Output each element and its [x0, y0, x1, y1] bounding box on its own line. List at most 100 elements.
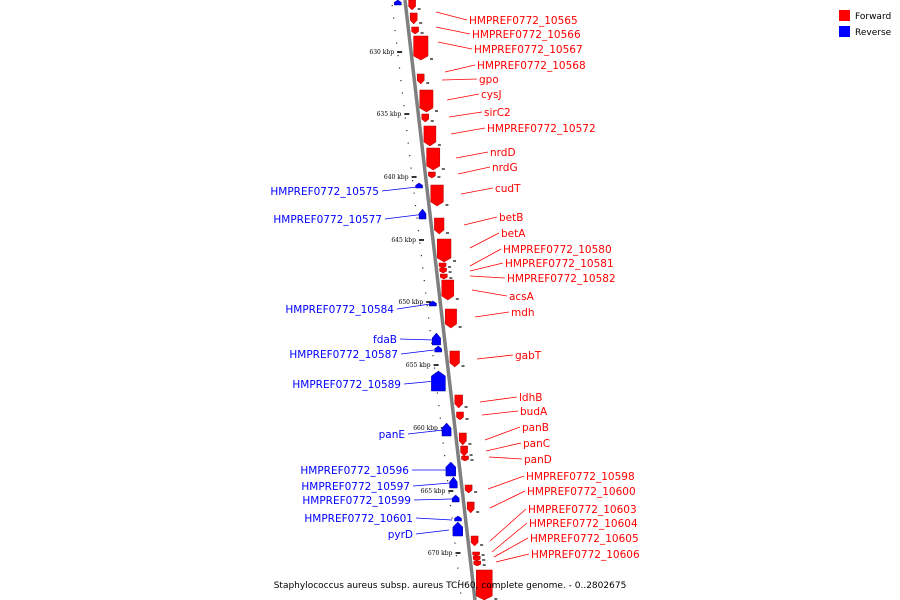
reverse-gene-glyphs [394, 0, 463, 537]
forward-gene-glyph [444, 308, 457, 329]
forward-gene-glyph [416, 73, 425, 85]
axis-dot [391, 5, 393, 7]
axis-dot [426, 305, 428, 307]
reverse-gene-glyph [454, 515, 462, 522]
axis-dot [442, 442, 444, 444]
forward-legend-swatch [839, 10, 850, 21]
kbp-label: 645 kbp [391, 237, 416, 244]
forward-gene-glyph [460, 445, 468, 457]
forward-gene-label: HMPREF0772_10604 [529, 518, 638, 530]
axis-dot [394, 30, 396, 32]
axis-dot [447, 480, 449, 482]
kbp-label: 635 kbp [377, 111, 402, 118]
forward-gene-label: gpo [479, 74, 499, 86]
forward-gene-glyph [441, 279, 455, 301]
kbp-label: 650 kbp [399, 299, 424, 306]
forward-gene-glyph [413, 35, 429, 61]
forward-gene-label: HMPREF0772_10568 [477, 60, 586, 72]
reverse-gene-label: HMPREF0772_10596 [300, 465, 409, 477]
kbp-label: 670 kbp [428, 550, 453, 557]
forward-label-connector [469, 232, 500, 249]
forward-gene-glyph [430, 184, 444, 207]
reverse-gene-label: HMPREF0772_10587 [289, 349, 398, 361]
axis-dot [449, 505, 452, 507]
genome-backbone [403, 0, 477, 600]
axis-dot [425, 292, 427, 294]
forward-gene-glyph [419, 89, 434, 113]
forward-gene-glyph [428, 171, 436, 179]
forward-gene-glyph [436, 238, 452, 263]
forward-gene-label: panB [522, 422, 549, 434]
forward-gene-glyph [438, 262, 447, 269]
forward-gene-label: nrdD [490, 147, 516, 159]
reverse-label-connector [413, 498, 453, 501]
forward-gene-glyph [439, 267, 447, 274]
reverse-gene-glyph [394, 0, 402, 6]
kbp-label: 660 kbp [413, 425, 438, 432]
forward-gene-glyph [408, 0, 416, 11]
legend: Forward Reverse [839, 10, 892, 38]
axis-dot [420, 255, 422, 257]
forward-label-connector [474, 311, 510, 318]
reverse-gene-label: fdaB [373, 334, 397, 346]
forward-gene-label: budA [520, 406, 548, 418]
forward-gene-label: HMPREF0772_10566 [472, 29, 581, 41]
forward-gene-label: HMPREF0772_10567 [474, 44, 583, 56]
axis-dot [410, 167, 412, 169]
reverse-gene-label: HMPREF0772_10599 [302, 495, 411, 507]
forward-label-connector [484, 426, 521, 441]
reverse-gene-glyph [452, 521, 463, 537]
axis-dot [436, 392, 438, 394]
forward-label-connector [488, 456, 523, 460]
forward-gene-label: HMPREF0772_10598 [526, 471, 635, 483]
reverse-gene-glyph [431, 332, 441, 346]
forward-gene-label: HMPREF0772_10565 [469, 15, 578, 27]
forward-gene-glyph [461, 455, 469, 462]
axis-dot [400, 80, 402, 82]
reverse-label-connector [415, 517, 453, 521]
forward-label-connector [491, 522, 528, 553]
axis-dot [413, 192, 415, 194]
forward-gene-labels: HMPREF0772_10565 HMPREF0772_10566 HMPREF07… [435, 11, 640, 563]
reverse-legend-label: Reverse [855, 28, 892, 38]
forward-gene-label: panD [524, 454, 552, 466]
forward-label-connector [489, 490, 526, 509]
forward-label-connector [450, 127, 486, 135]
forward-label-connector [485, 442, 522, 452]
reverse-label-connector [396, 303, 431, 310]
map-caption: Staphylococcus aureus subsp. aureus TCH6… [274, 581, 627, 591]
axis-dot [439, 417, 441, 419]
forward-label-connector [441, 78, 478, 81]
axis-dot [406, 130, 408, 132]
axis-dot [428, 317, 430, 319]
reverse-label-connector [415, 529, 450, 535]
reverse-gene-glyph [441, 422, 452, 437]
kbp-scale: 630 kbp 635 kbp 640 kbp 645 kbp 650 kbp 655 k… [369, 49, 461, 557]
forward-gene-label: HMPREF0772_10603 [528, 504, 637, 516]
reverse-gene-glyph [415, 182, 423, 189]
reverse-gene-glyph [449, 476, 458, 489]
reverse-label-connector [403, 380, 437, 385]
reverse-label-connector [400, 349, 435, 355]
reverse-gene-label: panE [379, 429, 405, 441]
kbp-label: 655 kbp [406, 362, 431, 369]
axis-dot [396, 42, 398, 44]
axis-dot [458, 580, 460, 582]
forward-label-connector [469, 248, 502, 267]
reverse-gene-label: HMPREF0772_10589 [292, 379, 401, 391]
forward-label-connector [435, 26, 471, 35]
axis-dot [451, 517, 453, 519]
forward-gene-label: cysJ [481, 89, 502, 101]
forward-gene-glyph [470, 535, 479, 547]
axis-dot [433, 367, 436, 369]
reverse-gene-label: HMPREF0772_10601 [304, 513, 413, 525]
kbp-label: 640 kbp [384, 174, 409, 181]
forward-gene-glyph [411, 26, 419, 35]
axis-dot [423, 280, 425, 282]
reverse-label-connector [407, 429, 444, 435]
forward-gene-glyph [476, 569, 493, 600]
forward-label-connector [487, 475, 525, 490]
reverse-gene-label: HMPREF0772_10597 [301, 481, 410, 493]
kbp-label: 665 kbp [421, 488, 446, 495]
